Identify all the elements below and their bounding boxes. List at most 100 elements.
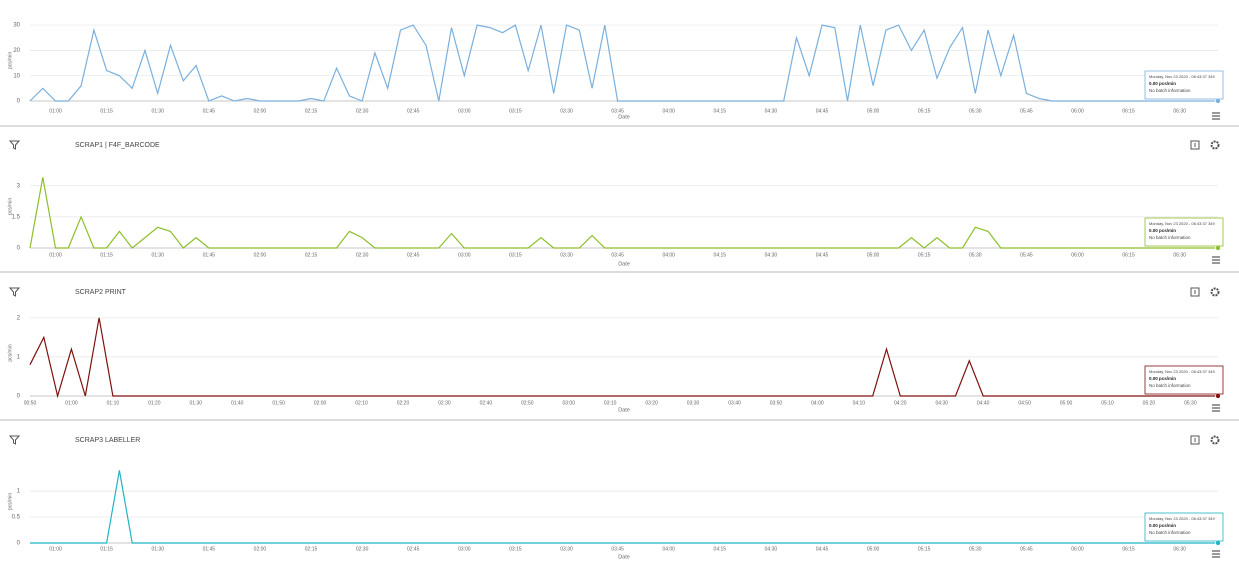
x-tick-label: 06:15 [1122, 108, 1135, 114]
y-tick-label: 0 [17, 541, 21, 547]
x-axis-label: Date [618, 407, 630, 413]
tooltip-value: 0.00 pcs/min [1149, 81, 1176, 86]
tooltip-info: No batch information [1149, 530, 1191, 535]
x-tick-label: 01:45 [203, 252, 216, 258]
panel-title: SCRAP2 PRINT [75, 289, 127, 296]
x-tick-label: 01:15 [100, 108, 113, 114]
x-tick-label: 03:50 [770, 400, 783, 406]
x-tick-label: 02:40 [480, 400, 493, 406]
tooltip-value: 0.00 pcs/min [1149, 376, 1176, 381]
x-tick-label: 03:30 [560, 546, 573, 552]
data-line [29, 317, 1218, 399]
settings-button[interactable] [1210, 140, 1220, 150]
x-tick-label: 04:30 [765, 108, 778, 114]
x-axis-label: Date [618, 114, 630, 120]
x-tick-label: 04:30 [765, 546, 778, 552]
x-tick-label: 01:20 [148, 400, 161, 406]
x-tick-label: 06:30 [1173, 252, 1186, 258]
x-tick-label: 06:00 [1071, 108, 1084, 114]
x-tick-label: 04:30 [935, 400, 948, 406]
export-button[interactable] [1190, 140, 1200, 150]
x-tick-label: 02:15 [305, 546, 318, 552]
x-tick-label: 05:30 [969, 252, 982, 258]
export-icon [1190, 435, 1200, 445]
x-tick-label: 04:00 [662, 252, 675, 258]
y-tick-label: 10 [13, 73, 20, 79]
y-tick-label: 0 [17, 99, 21, 105]
x-tick-label: 05:20 [1143, 400, 1156, 406]
y-axis-label: pcs/min [7, 344, 13, 361]
panel-title: SCRAP3 LABELLER [75, 437, 140, 444]
tooltip: Monday, Nov 23 2020 - 06:43:37 349 0.00 p… [1144, 217, 1224, 247]
x-tick-label: 05:15 [918, 546, 931, 552]
x-tick-label: 01:15 [100, 546, 113, 552]
x-tick-label: 01:00 [49, 108, 62, 114]
x-tick-label: 05:30 [1184, 400, 1197, 406]
tooltip-date: Monday, Nov 23 2020 - 06:43:37 349 [1149, 369, 1216, 374]
x-tick-label: 02:30 [356, 546, 369, 552]
tooltip-date: Monday, Nov 23 2020 - 06:43:37 349 [1149, 221, 1216, 226]
menu-button[interactable] [1212, 256, 1220, 264]
tooltip-date: Monday, Nov 23 2020 - 06:43:37 349 [1149, 74, 1216, 79]
y-tick-label: 0 [17, 246, 21, 252]
tooltip: Monday, Nov 23 2020 - 06:43:37 349 0.00 p… [1144, 70, 1224, 100]
filter-button[interactable] [8, 435, 21, 445]
filter-button[interactable] [8, 287, 21, 297]
x-tick-label: 05:45 [1020, 108, 1033, 114]
x-tick-label: 01:00 [49, 546, 62, 552]
x-tick-label: 03:15 [509, 252, 522, 258]
x-tick-label: 04:00 [811, 400, 824, 406]
x-tick-label: 03:00 [458, 108, 471, 114]
y-axis-label: pcs/min [7, 198, 13, 215]
tooltip-info: No batch information [1149, 88, 1191, 93]
x-tick-label: 03:00 [458, 546, 471, 552]
settings-button[interactable] [1210, 287, 1220, 297]
x-tick-label: 02:10 [355, 400, 368, 406]
y-tick-label: 1.5 [12, 214, 21, 220]
x-tick-label: 04:45 [816, 108, 829, 114]
filter-button[interactable] [8, 140, 21, 150]
x-tick-label: 04:00 [662, 108, 675, 114]
tooltip: Monday, Nov 23 2020 - 06:43:37 349 0.00 p… [1144, 512, 1224, 542]
export-button[interactable] [1190, 435, 1200, 445]
menu-button[interactable] [1212, 112, 1220, 120]
export-button[interactable] [1190, 287, 1200, 297]
x-tick-label: 02:20 [397, 400, 410, 406]
x-tick-label: 06:15 [1122, 252, 1135, 258]
x-tick-label: 04:00 [662, 546, 675, 552]
y-axis-label: pcs/min [7, 52, 13, 69]
tooltip-box [1144, 217, 1224, 247]
x-tick-label: 02:45 [407, 108, 420, 114]
x-tick-label: 02:00 [254, 108, 267, 114]
x-tick-label: 01:30 [151, 252, 164, 258]
data-line [29, 24, 1218, 102]
x-tick-label: 05:30 [969, 546, 982, 552]
x-tick-label: 02:00 [314, 400, 327, 406]
x-tick-label: 01:30 [151, 546, 164, 552]
x-tick-label: 01:30 [151, 108, 164, 114]
x-tick-label: 02:30 [356, 252, 369, 258]
x-tick-label: 03:45 [611, 108, 624, 114]
x-tick-label: 04:20 [894, 400, 907, 406]
x-tick-label: 01:00 [65, 400, 78, 406]
settings-button[interactable] [1210, 435, 1220, 445]
menu-button[interactable] [1212, 404, 1220, 412]
x-tick-label: 04:45 [816, 546, 829, 552]
x-tick-label: 06:00 [1071, 546, 1084, 552]
x-axis-label: Date [618, 261, 630, 267]
y-tick-label: 2 [17, 315, 21, 321]
y-tick-label: 0 [17, 394, 21, 400]
x-tick-label: 05:45 [1020, 546, 1033, 552]
export-icon [1190, 140, 1200, 150]
x-tick-label: 03:10 [604, 400, 617, 406]
x-tick-label: 05:15 [918, 252, 931, 258]
menu-button[interactable] [1212, 550, 1220, 558]
data-line [29, 177, 1218, 249]
x-tick-label: 02:50 [521, 400, 534, 406]
x-tick-label: 00:50 [24, 400, 37, 406]
y-tick-label: 0.5 [12, 515, 21, 521]
data-line [30, 470, 1218, 544]
x-tick-label: 03:30 [560, 252, 573, 258]
y-tick-label: 3 [17, 183, 21, 189]
